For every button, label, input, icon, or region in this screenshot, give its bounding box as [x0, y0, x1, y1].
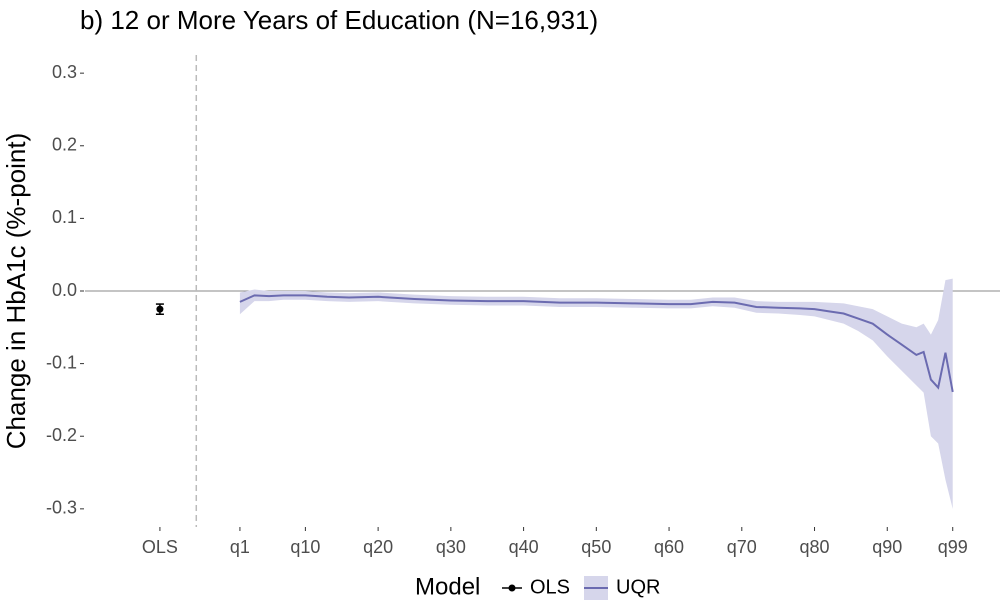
- confidence-band: [239, 278, 953, 509]
- x-tick-label: q99: [938, 537, 968, 557]
- y-tick-label: -0.1: [46, 352, 77, 372]
- x-tick-label: q80: [800, 537, 830, 557]
- x-tick-label: q90: [872, 537, 902, 557]
- y-tick-label: 0.3: [52, 62, 77, 82]
- chart-title: b) 12 or More Years of Education (N=16,9…: [80, 5, 598, 35]
- x-tick-label: q20: [363, 537, 393, 557]
- x-tick-label: q1: [230, 537, 250, 557]
- x-tick-label: q30: [436, 537, 466, 557]
- x-tick-label: q60: [654, 537, 684, 557]
- legend-title: Model: [415, 573, 480, 600]
- x-tick-label: OLS: [142, 537, 178, 557]
- x-tick-label: q50: [581, 537, 611, 557]
- x-tick-label: q10: [290, 537, 320, 557]
- x-tick-label: q70: [727, 537, 757, 557]
- legend-label: OLS: [530, 576, 570, 598]
- y-tick-label: -0.2: [46, 425, 77, 445]
- uqr-line: [239, 294, 954, 393]
- ols-point: [156, 305, 164, 313]
- y-tick-label: 0.0: [52, 280, 77, 300]
- y-tick-label: 0.1: [52, 207, 77, 227]
- y-tick-label: -0.3: [46, 498, 77, 518]
- x-tick-label: q40: [509, 537, 539, 557]
- y-axis-label: Change in HbA1c (%-point): [1, 133, 31, 450]
- legend-ols-dot: [508, 584, 516, 592]
- legend-label: UQR: [616, 576, 660, 598]
- y-tick-label: 0.2: [52, 135, 77, 155]
